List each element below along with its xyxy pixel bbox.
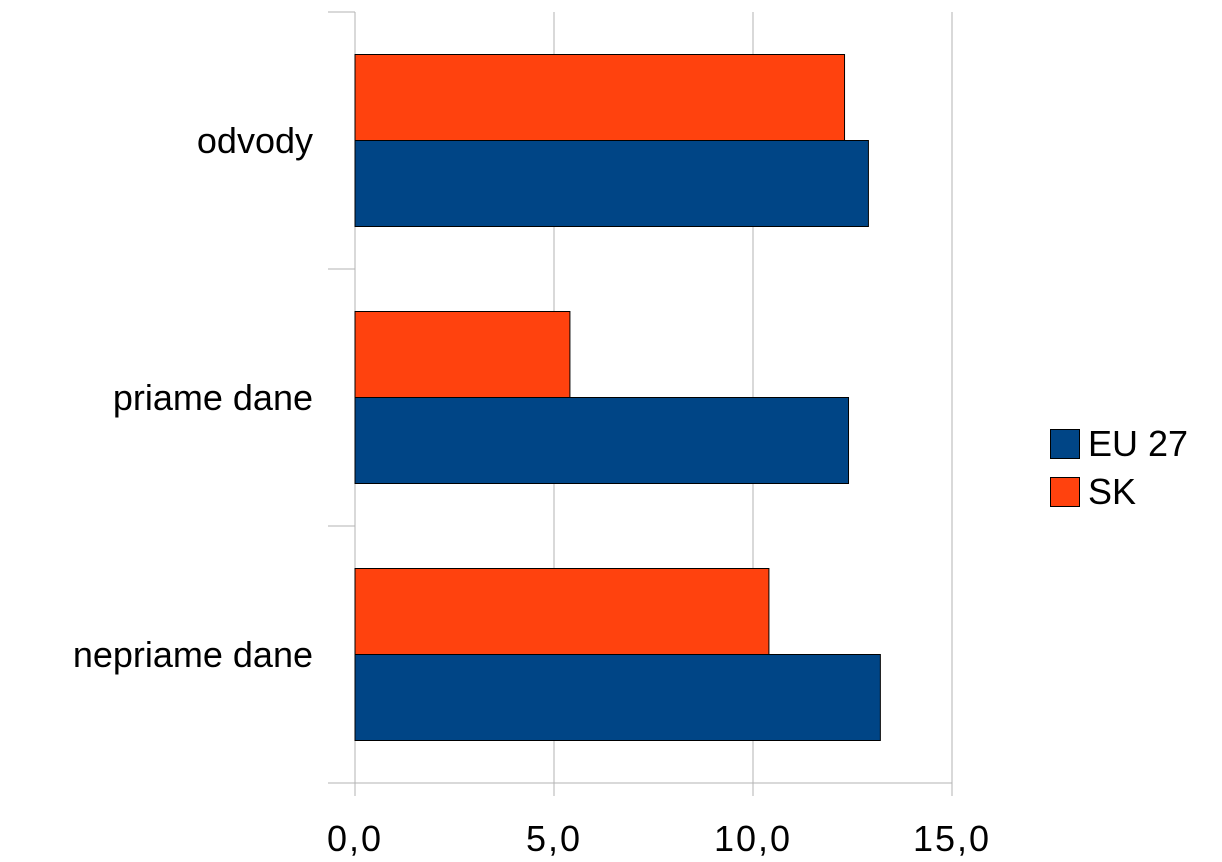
- bar-eu27-priame-dane: [354, 397, 850, 484]
- category-label-nepriame-dane: nepriame dane: [72, 634, 313, 675]
- category-label-priame-dane: priame dane: [112, 377, 313, 418]
- legend-item-sk: SK: [1050, 468, 1188, 516]
- legend-swatch-eu27: [1050, 429, 1080, 459]
- x-tick-label: 10,0: [713, 818, 793, 859]
- bar-sk-nepriame-dane: [354, 568, 770, 655]
- legend-label-eu27: EU 27: [1088, 423, 1189, 464]
- legend-label-sk: SK: [1088, 471, 1137, 512]
- category-label-odvody: odvody: [196, 120, 313, 161]
- bar-eu27-odvody: [354, 140, 869, 227]
- bar-sk-odvody: [354, 54, 846, 141]
- legend-item-eu27: EU 27: [1050, 420, 1188, 468]
- legend: EU 27 SK: [1050, 420, 1188, 516]
- legend-swatch-sk: [1050, 477, 1080, 507]
- bar-eu27-nepriame-dane: [354, 654, 881, 741]
- x-tick-label: 15,0: [912, 818, 992, 859]
- x-tick-label: 0,0: [326, 818, 384, 859]
- bar-sk-priame-dane: [354, 311, 571, 398]
- x-tick-label: 5,0: [525, 818, 583, 859]
